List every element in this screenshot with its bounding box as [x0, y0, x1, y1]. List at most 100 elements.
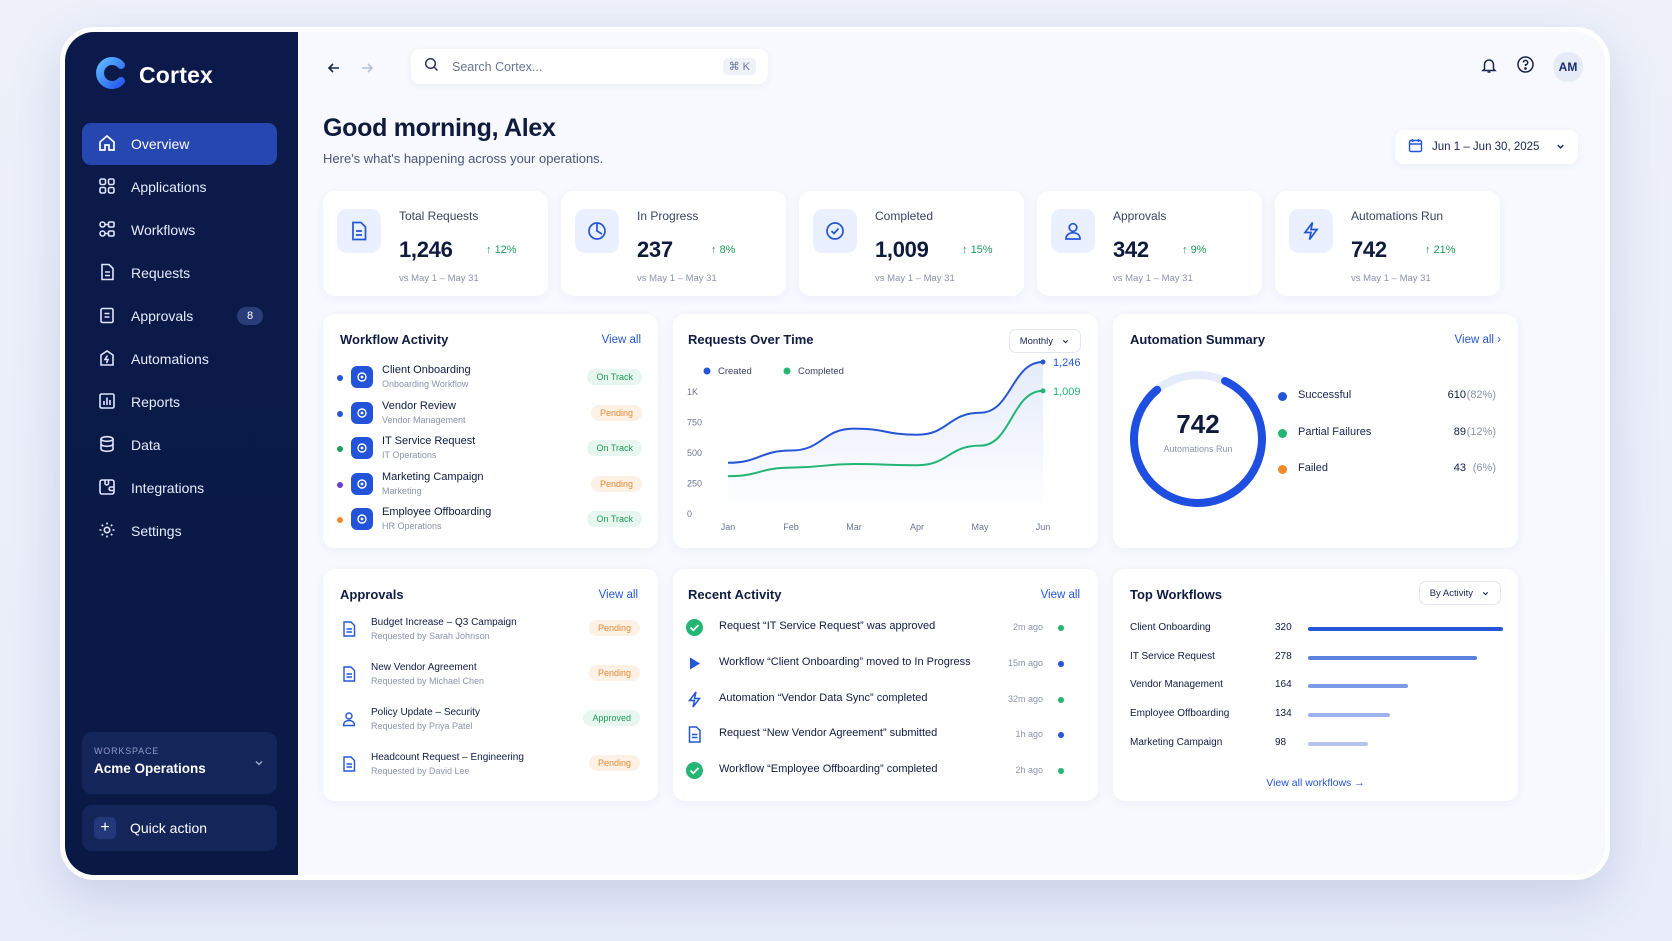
activity-row[interactable]: Request “IT Service Request” was approve…	[685, 614, 1067, 644]
approval-title: New Vendor Agreement	[371, 662, 477, 673]
back-arrow-icon[interactable]	[325, 59, 343, 82]
main-content: Search Cortex... ⌘ K AM Good morning, Al…	[298, 32, 1605, 875]
series-end-point	[1040, 388, 1046, 394]
workflow-row[interactable]: Vendor Review Vendor Management Pending	[337, 399, 642, 431]
workflow-row[interactable]: Marketing Campaign Marketing Pending	[337, 470, 642, 502]
x-tick-label: Jan	[721, 522, 736, 532]
card-title: Requests Over Time	[688, 332, 814, 347]
period-select-value: Monthly	[1019, 335, 1053, 347]
workspace-switcher[interactable]: WORKSPACE Acme Operations	[82, 732, 277, 794]
sidebar-item-label: Reports	[131, 394, 181, 410]
legend-name: Partial Failures	[1298, 425, 1372, 438]
sidebar-item-label: Applications	[131, 179, 207, 195]
status-dot	[337, 375, 343, 381]
workflow-name: Client Onboarding	[382, 364, 471, 376]
quick-action-button[interactable]: + Quick action	[82, 805, 277, 851]
approval-row[interactable]: Budget Increase – Q3 Campaign Requested b…	[340, 614, 640, 650]
sidebar-item-approvals[interactable]: Approvals 8	[82, 295, 277, 337]
top-workflow-row[interactable]: Client Onboarding 320	[1130, 619, 1503, 639]
workflow-row[interactable]: Client Onboarding Onboarding Workflow On T…	[337, 363, 642, 395]
view-all-link[interactable]: View all	[601, 334, 641, 346]
requests-line-chart: 0 250 500 750 1K Jan Feb Mar Apr May Jun 1,246 Creat…	[687, 357, 1081, 532]
status-badge: On Track	[587, 511, 642, 527]
avatar[interactable]: AM	[1553, 52, 1583, 82]
top-workflow-row[interactable]: Employee Offboarding 134	[1130, 705, 1502, 725]
sidebar-item-label: Integrations	[131, 480, 205, 496]
automation-total-label: Automations Run	[1163, 444, 1233, 454]
stat-card-completed[interactable]: Completed 1,009 ↑ 15% vs May 1 – May 31	[799, 191, 1024, 296]
approval-requester: Requested by Michael Chen	[371, 676, 485, 686]
approval-row[interactable]: Policy Update – Security Requested by Pri…	[340, 704, 640, 740]
top-workflow-row[interactable]: Vendor Management 164	[1130, 676, 1502, 696]
y-tick-label: 500	[687, 448, 702, 458]
legend-percent: (6%)	[1472, 462, 1496, 474]
workflow-bar	[1308, 713, 1390, 718]
view-all-link[interactable]: View all ›	[1454, 334, 1501, 346]
activity-status-dot	[1058, 768, 1064, 775]
legend-dot	[703, 367, 711, 375]
search-input[interactable]: Search Cortex... ⌘ K	[411, 49, 768, 84]
sidebar-item-data[interactable]: Data	[82, 424, 277, 466]
stat-card-total-requests[interactable]: Total Requests 1,246 ↑ 12% vs May 1 – Ma…	[323, 191, 548, 296]
activity-row[interactable]: Request “New Vendor Agreement” submitted…	[685, 721, 1067, 751]
view-all-workflows-link[interactable]: View all workflows →	[1266, 777, 1365, 789]
status-badge: On Track	[587, 440, 642, 456]
sidebar-item-automations[interactable]: Automations	[82, 338, 277, 380]
workflow-row[interactable]: IT Service Request IT Operations On Track	[337, 434, 642, 466]
workflow-name: Employee Offboarding	[1130, 708, 1230, 720]
stat-card-approvals[interactable]: Approvals 342 ↑ 9% vs May 1 – May 31	[1037, 191, 1262, 296]
approval-row[interactable]: Headcount Request – Engineering Requested…	[340, 749, 640, 785]
sidebar-item-workflows[interactable]: Workflows	[82, 209, 277, 251]
document-icon	[97, 262, 117, 285]
stat-delta: ↑ 15%	[962, 244, 993, 256]
sidebar-item-integrations[interactable]: Integrations	[82, 467, 277, 509]
approval-requester: Requested by Priya Patel	[371, 721, 473, 731]
document-icon	[340, 665, 360, 685]
sidebar-item-overview[interactable]: Overview	[82, 123, 277, 165]
x-tick-label: Mar	[846, 522, 862, 532]
top-workflows-card: Top Workflows By Activity Client Onboard…	[1113, 569, 1518, 801]
chevron-down-icon	[253, 756, 265, 774]
activity-row[interactable]: Workflow “Employee Offboarding” complete…	[685, 757, 1067, 787]
legend-percent: (12%)	[1466, 425, 1496, 438]
sort-select[interactable]: By Activity	[1418, 581, 1501, 605]
date-range-picker[interactable]: Jun 1 – Jun 30, 2025	[1395, 130, 1578, 164]
bell-icon[interactable]	[1480, 56, 1498, 79]
stat-label: In Progress	[637, 209, 699, 223]
activity-status-dot	[1058, 696, 1064, 703]
view-all-link[interactable]: View all	[1040, 589, 1080, 601]
document-icon	[685, 725, 704, 744]
legend-label: Created	[718, 366, 752, 377]
activity-row[interactable]: Workflow “Client Onboarding” moved to In…	[685, 650, 1067, 680]
brand[interactable]: Cortex	[95, 56, 213, 95]
view-all-link[interactable]: View all	[598, 589, 638, 601]
sidebar-item-label: Approvals	[131, 308, 194, 324]
x-tick-label: Apr	[910, 522, 924, 532]
stat-card-automations-run[interactable]: Automations Run 742 ↑ 21% vs May 1 – May…	[1275, 191, 1500, 296]
activity-status-dot	[1058, 660, 1064, 667]
sidebar-item-reports[interactable]: Reports	[82, 381, 277, 423]
gear-icon	[97, 520, 117, 543]
automation-summary-card: Automation Summary View all › 742 Automa…	[1113, 314, 1518, 548]
sidebar-item-applications[interactable]: Applications	[82, 166, 277, 208]
activity-time: 2h ago	[1015, 765, 1043, 776]
top-workflow-row[interactable]: IT Service Request 278	[1130, 648, 1502, 668]
stat-card-in-progress[interactable]: In Progress 237 ↑ 8% vs May 1 – May 31	[561, 191, 786, 296]
stat-delta: ↑ 8%	[711, 244, 736, 256]
help-icon[interactable]	[1516, 55, 1535, 79]
workflow-row[interactable]: Employee Offboarding HR Operations On Trac…	[337, 505, 642, 537]
sidebar-item-requests[interactable]: Requests	[82, 252, 277, 294]
sidebar-item-label: Settings	[131, 523, 182, 539]
period-select[interactable]: Monthly	[1008, 329, 1081, 353]
sidebar-item-settings[interactable]: Settings	[82, 510, 277, 552]
top-workflow-row[interactable]: Marketing Campaign 98	[1130, 734, 1502, 754]
sidebar-item-label: Requests	[131, 265, 191, 281]
forward-arrow-icon[interactable]	[358, 59, 376, 82]
stat-comparison: vs May 1 – May 31	[637, 273, 717, 284]
legend-dot	[783, 367, 791, 375]
approval-row[interactable]: New Vendor Agreement Requested by Michael…	[340, 659, 640, 695]
search-icon	[424, 57, 439, 77]
series-line-created	[727, 360, 1044, 464]
activity-row[interactable]: Automation “Vendor Data Sync” completed 3…	[685, 686, 1067, 716]
topbar-actions: AM	[1480, 52, 1583, 82]
